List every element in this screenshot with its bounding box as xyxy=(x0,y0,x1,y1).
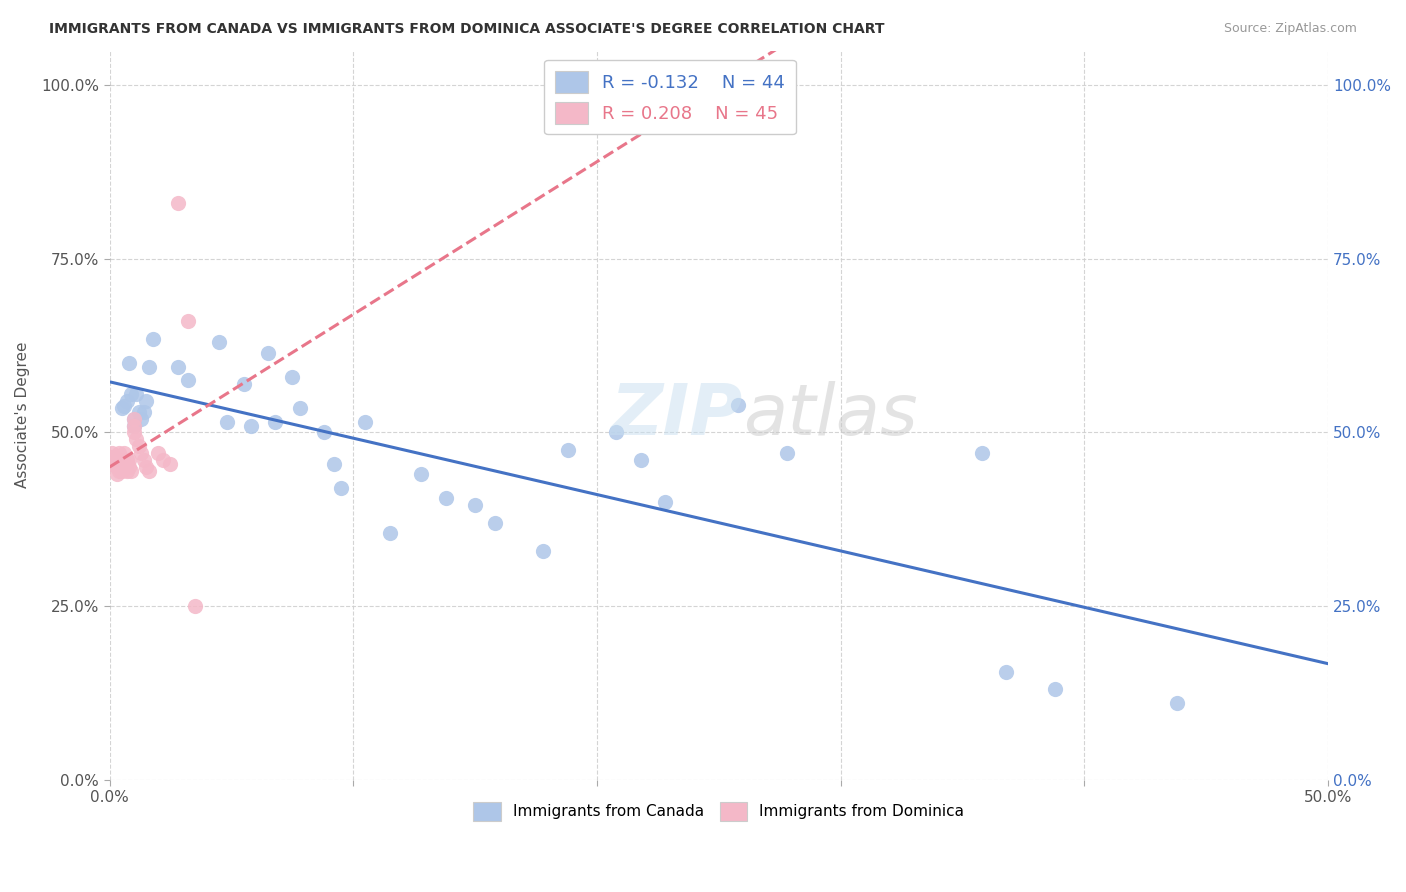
Point xyxy=(142,332,165,346)
Point xyxy=(112,446,135,460)
Point xyxy=(108,460,131,475)
Point xyxy=(135,394,157,409)
Point xyxy=(152,453,174,467)
Text: IMMIGRANTS FROM CANADA VS IMMIGRANTS FROM DOMINICA ASSOCIATE'S DEGREE CORRELATIO: IMMIGRANTS FROM CANADA VS IMMIGRANTS FRO… xyxy=(49,22,884,37)
Point xyxy=(121,464,143,478)
Point xyxy=(111,453,134,467)
Point xyxy=(330,481,353,495)
Point xyxy=(184,599,207,613)
Point xyxy=(101,450,124,464)
Point xyxy=(105,457,128,471)
Point xyxy=(125,387,148,401)
Point xyxy=(105,453,128,467)
Point xyxy=(129,446,152,460)
Point xyxy=(312,425,335,440)
Point xyxy=(281,370,304,384)
Point xyxy=(121,387,143,401)
Point xyxy=(112,399,135,413)
Y-axis label: Associate's Degree: Associate's Degree xyxy=(15,342,30,489)
Point xyxy=(159,457,181,471)
Point xyxy=(557,442,579,457)
Point xyxy=(176,373,198,387)
Point xyxy=(128,439,150,453)
Point xyxy=(411,467,433,482)
Point xyxy=(322,457,344,471)
Point xyxy=(118,460,141,475)
Point xyxy=(288,401,311,416)
Point xyxy=(105,457,128,471)
Text: atlas: atlas xyxy=(744,381,918,450)
Point xyxy=(654,495,676,509)
Point xyxy=(135,460,157,475)
Point xyxy=(232,376,254,391)
Point xyxy=(995,665,1018,679)
Point xyxy=(108,446,131,460)
Point xyxy=(112,457,135,471)
Point xyxy=(101,446,124,460)
Point xyxy=(115,394,138,409)
Point xyxy=(1043,682,1066,697)
Point xyxy=(122,418,145,433)
Point xyxy=(108,464,131,478)
Point xyxy=(727,398,749,412)
Point xyxy=(128,405,150,419)
Point xyxy=(264,415,287,429)
Point xyxy=(115,453,138,467)
Point xyxy=(148,446,170,460)
Point xyxy=(111,401,134,416)
Legend: Immigrants from Canada, Immigrants from Dominica: Immigrants from Canada, Immigrants from … xyxy=(467,796,970,827)
Point xyxy=(103,457,125,471)
Point xyxy=(605,425,627,440)
Point xyxy=(354,415,377,429)
Point xyxy=(98,457,121,471)
Point xyxy=(103,457,125,471)
Point xyxy=(132,453,155,467)
Point xyxy=(118,356,141,370)
Point xyxy=(630,453,652,467)
Point xyxy=(239,418,262,433)
Point xyxy=(138,464,160,478)
Point xyxy=(215,415,238,429)
Point xyxy=(118,453,141,467)
Point xyxy=(464,499,486,513)
Point xyxy=(103,453,125,467)
Point xyxy=(257,345,280,359)
Text: Source: ZipAtlas.com: Source: ZipAtlas.com xyxy=(1223,22,1357,36)
Point xyxy=(111,464,134,478)
Point xyxy=(484,516,506,530)
Point xyxy=(122,411,145,425)
Point xyxy=(105,457,128,471)
Point xyxy=(129,411,152,425)
Point xyxy=(434,491,457,506)
Point xyxy=(138,359,160,374)
Point xyxy=(111,460,134,475)
Point xyxy=(970,446,993,460)
Point xyxy=(531,543,554,558)
Point xyxy=(101,453,124,467)
Point xyxy=(122,418,145,433)
Point xyxy=(105,460,128,475)
Point xyxy=(111,457,134,471)
Point xyxy=(122,425,145,440)
Point xyxy=(125,433,148,447)
Point xyxy=(115,464,138,478)
Point xyxy=(108,453,131,467)
Point xyxy=(1166,696,1188,710)
Point xyxy=(166,196,188,211)
Point xyxy=(108,457,131,471)
Point xyxy=(105,467,128,482)
Text: ZIP: ZIP xyxy=(612,381,744,450)
Point xyxy=(166,359,188,374)
Point xyxy=(176,314,198,328)
Point xyxy=(208,335,231,350)
Point xyxy=(776,446,799,460)
Point xyxy=(103,450,125,464)
Point xyxy=(132,405,155,419)
Point xyxy=(378,526,401,541)
Point xyxy=(122,411,145,425)
